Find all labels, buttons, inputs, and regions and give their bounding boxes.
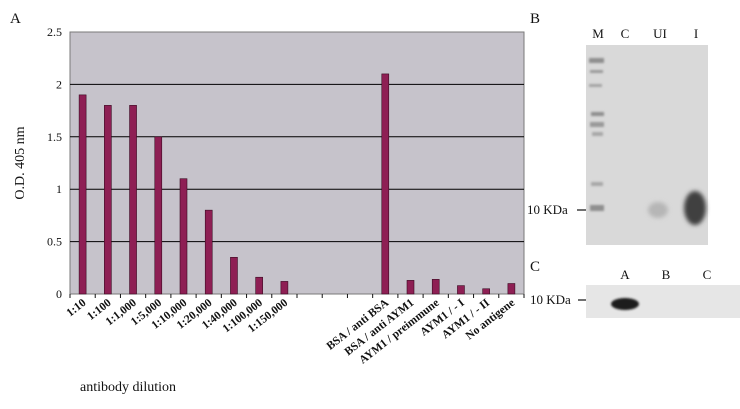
y-tick-label: 1.5	[47, 130, 62, 144]
bar	[406, 280, 415, 295]
y-tick-label: 2.5	[47, 25, 62, 39]
blot-b-marker-label: 10 KDa	[527, 202, 568, 217]
y-tick-label: 0.5	[47, 235, 62, 249]
x-tick-labels: 1:101:1001:1,0001:5,0001:10,0001:20,0001…	[64, 294, 525, 367]
blot-b-ui-band	[648, 202, 668, 218]
bars	[78, 73, 516, 295]
blot-c-membrane	[586, 285, 740, 318]
panel-c-letter: C	[530, 259, 540, 275]
blot-b-i-band	[684, 191, 706, 225]
blot-b: M C UI I 10 KDa	[527, 26, 708, 245]
bar	[104, 105, 112, 295]
lane-label: C	[703, 267, 712, 282]
y-axis-label: O.D. 405 nm	[13, 126, 28, 199]
y-tick-label: 1	[56, 182, 62, 196]
bar	[457, 285, 465, 295]
bar	[507, 283, 516, 295]
blot-b-marker-lane	[589, 58, 604, 211]
blot-c-a-band	[611, 298, 639, 310]
bar	[78, 94, 87, 295]
lane-label: M	[592, 26, 604, 41]
bar	[431, 279, 440, 295]
lane-label: C	[621, 26, 630, 41]
x-tick-label: 1:10	[64, 297, 88, 320]
bar	[381, 73, 390, 295]
lane-label: I	[694, 26, 698, 41]
gridlines	[70, 83, 524, 243]
bar	[179, 178, 188, 295]
bar	[482, 288, 490, 295]
panel-b-letter: B	[530, 11, 540, 27]
y-tick-labels: 0 0.5 1 1.5 2 2.5	[47, 25, 62, 301]
blot-b-lane-labels: M C UI I	[592, 26, 698, 41]
blot-c-lane-labels: A B C	[620, 267, 711, 282]
panel-a-letter: A	[10, 11, 21, 27]
chart-a: 0 0.5 1 1.5 2 2.5 1:101:1001:1,0001:5,0001:10…	[13, 25, 525, 395]
lane-label: A	[620, 267, 630, 282]
bar	[255, 276, 263, 295]
bar	[129, 105, 137, 295]
bar	[280, 281, 289, 295]
plot-area	[69, 31, 525, 295]
bar	[230, 257, 238, 295]
blot-c: A B C 10 KDa	[530, 267, 740, 318]
bar	[204, 209, 213, 295]
lane-label: B	[662, 267, 671, 282]
x-axis-label: antibody dilution	[80, 380, 176, 395]
blot-c-marker-label: 10 KDa	[530, 292, 571, 307]
bar	[154, 136, 163, 295]
y-tick-label: 0	[56, 287, 62, 301]
lane-label: UI	[653, 26, 667, 41]
y-tick-label: 2	[56, 77, 62, 91]
